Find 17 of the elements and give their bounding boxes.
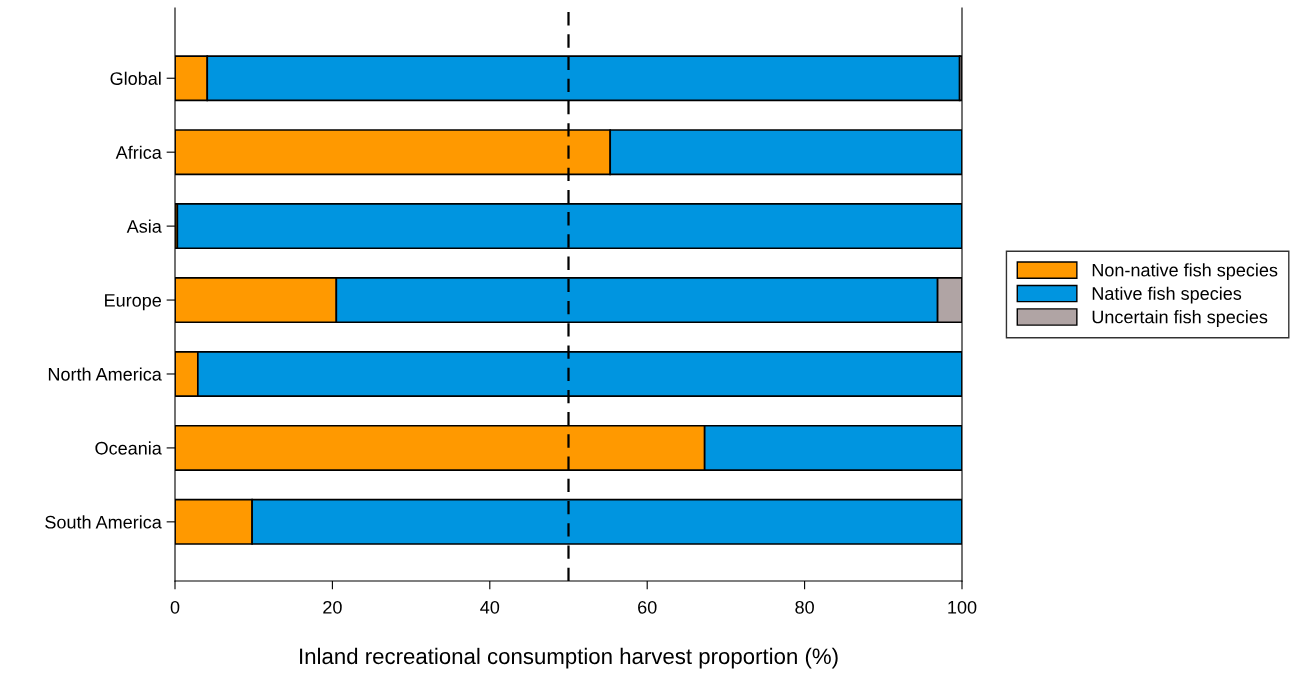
x-axis-title: Inland recreational consumption harvest proportion (%): [300, 647, 838, 669]
legend-label: Native fish species: [1092, 286, 1242, 304]
y-tick-label: South America: [45, 515, 162, 529]
y-tick-label: Asia: [126, 219, 162, 233]
legend-label: Uncertain fish species: [1092, 310, 1268, 327]
x-tick-label: 100: [948, 600, 977, 614]
y-tick-label: Oceania: [95, 441, 162, 455]
y-tick-label: Global: [110, 71, 161, 85]
x-tick-label: 60: [638, 600, 657, 614]
legend-label: Non-native fish species: [1092, 263, 1278, 281]
y-tick-label: Africa: [115, 145, 162, 159]
y-tick-label: Europe: [105, 294, 162, 311]
x-tick-label: 40: [480, 600, 500, 614]
x-tick-label: 80: [795, 600, 814, 614]
x-tick-label: 20: [323, 600, 342, 614]
y-tick-label: North America: [48, 367, 162, 381]
x-tick-label: 0: [170, 600, 180, 614]
